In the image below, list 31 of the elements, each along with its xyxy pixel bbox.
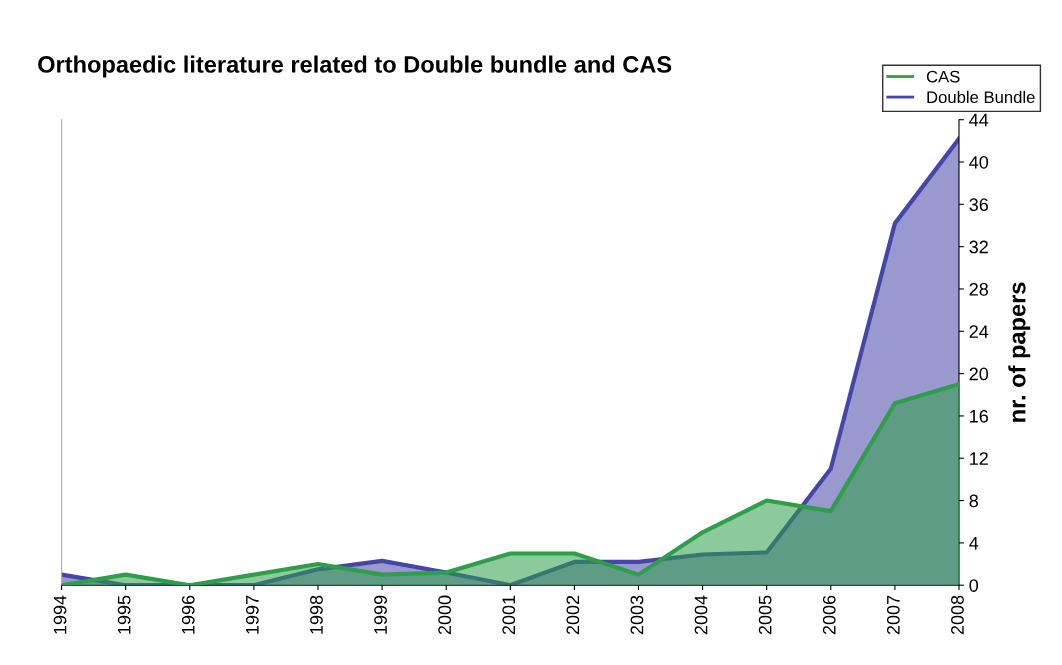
y-tick-label: 44 bbox=[969, 113, 989, 127]
y-tick-label: 32 bbox=[969, 240, 988, 254]
y-tick-label: 40 bbox=[969, 155, 989, 169]
y-axis-title: nr. of papers bbox=[1008, 282, 1031, 422]
x-tick-label: 2002 bbox=[566, 595, 580, 635]
y-tick-label: 4 bbox=[969, 537, 979, 550]
legend-label: Double Bundle bbox=[927, 90, 1035, 104]
x-tick-label: 2000 bbox=[438, 595, 452, 635]
y-tick-label: 8 bbox=[969, 494, 978, 508]
x-tick-label: 2006 bbox=[822, 595, 836, 635]
y-tick-label: 0 bbox=[969, 579, 979, 592]
x-tick-label: 1995 bbox=[117, 595, 131, 634]
x-tick-label: 1994 bbox=[53, 595, 67, 634]
x-tick-label: 2004 bbox=[694, 595, 708, 635]
chart-title: Orthopaedic literature related to Double bundle and CAS bbox=[38, 55, 672, 78]
x-tick-label: 2007 bbox=[886, 595, 900, 635]
y-tick-label: 16 bbox=[970, 409, 988, 423]
x-tick-label: 2003 bbox=[630, 595, 644, 635]
x-tick-label: 1999 bbox=[374, 595, 387, 634]
y-tick-label: 36 bbox=[969, 198, 988, 212]
legend-label: CAS bbox=[926, 70, 960, 83]
x-tick-label: 2008 bbox=[951, 595, 964, 635]
y-tick-label: 24 bbox=[969, 325, 989, 338]
x-tick-label: 1997 bbox=[245, 595, 259, 634]
y-tick-label: 20 bbox=[969, 367, 989, 381]
x-tick-label: 1998 bbox=[310, 595, 323, 634]
x-tick-label: 2005 bbox=[758, 595, 772, 635]
x-tick-label: 1996 bbox=[181, 595, 195, 634]
y-tick-label: 12 bbox=[970, 452, 988, 465]
y-tick-label: 28 bbox=[969, 282, 989, 296]
x-tick-label: 2001 bbox=[502, 595, 516, 635]
